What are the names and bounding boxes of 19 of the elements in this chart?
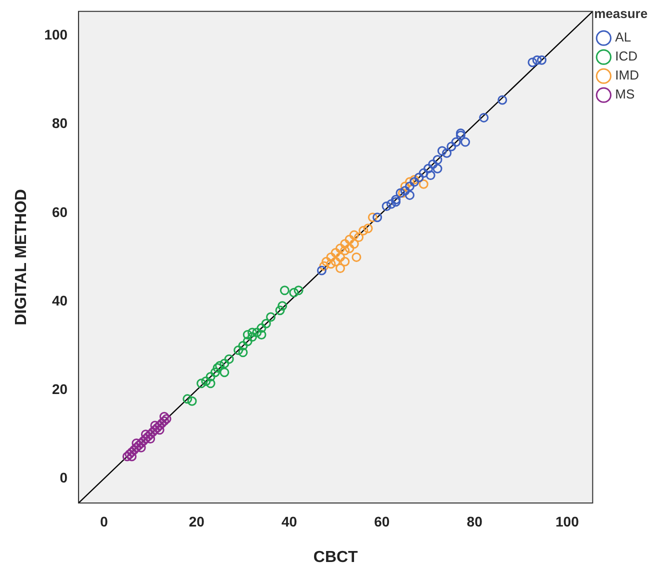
- x-tick-label: 100: [556, 513, 580, 530]
- legend-title: measure: [594, 6, 648, 22]
- x-tick-label: 40: [282, 513, 298, 530]
- y-tick-label: 40: [52, 292, 68, 308]
- legend-label: AL: [615, 30, 632, 45]
- legend-label: IMD: [615, 68, 640, 83]
- y-tick-label: 100: [44, 26, 68, 43]
- x-tick-label: 60: [374, 513, 390, 530]
- y-tick-label: 20: [52, 380, 68, 397]
- x-axis-title: CBCT: [313, 548, 358, 566]
- y-tick-label: 80: [52, 115, 68, 132]
- legend-label: ICD: [615, 48, 638, 64]
- x-tick-label: 20: [188, 513, 205, 530]
- x-tick-label: 0: [100, 513, 108, 530]
- y-axis-title: DIGITAL METHOD: [13, 189, 30, 326]
- x-tick-label: 80: [466, 513, 483, 530]
- y-tick-label: 60: [52, 204, 68, 220]
- y-tick-label: 0: [60, 470, 68, 486]
- legend-label: MS: [615, 86, 635, 102]
